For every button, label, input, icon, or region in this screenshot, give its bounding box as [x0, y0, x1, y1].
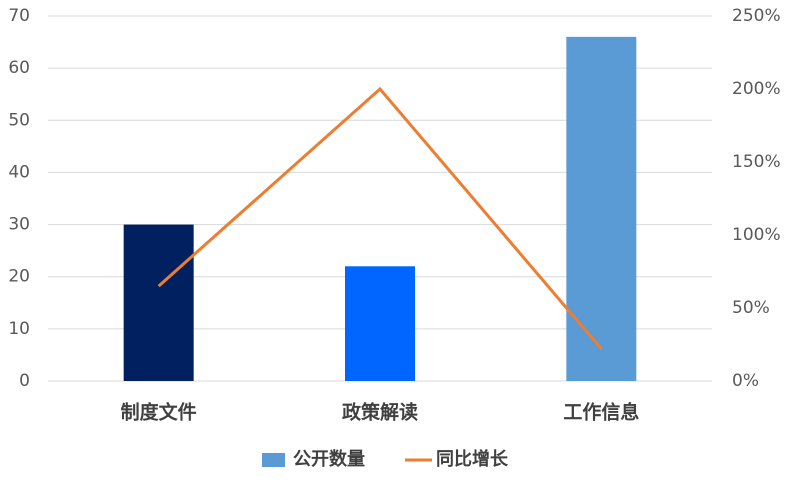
y-tick-label: 10 — [8, 319, 30, 339]
y-tick-label: 50 — [8, 110, 30, 130]
y-tick-label: 0 — [19, 371, 30, 391]
y2-tick-label: 50% — [732, 298, 770, 318]
x-tick-label: 工作信息 — [563, 401, 639, 424]
bar — [566, 36, 637, 381]
y-tick-label: 40 — [8, 162, 30, 182]
y-tick-label: 70 — [8, 6, 30, 26]
x-tick-label: 政策解读 — [342, 401, 418, 424]
legend-label: 同比增长 — [436, 448, 509, 470]
y2-tick-label: 100% — [732, 225, 781, 245]
line — [157, 86, 603, 350]
legend-label: 公开数量 — [293, 448, 365, 470]
y2-tick-label: 200% — [732, 79, 781, 99]
y-tick-label: 30 — [8, 215, 30, 235]
y2-tick-label: 250% — [732, 6, 781, 26]
bar — [345, 266, 415, 381]
y-tick-label: 20 — [8, 267, 30, 287]
y2-tick-label: 0% — [732, 371, 759, 391]
x-tick-label: 制度文件 — [121, 401, 197, 424]
legend-swatch — [262, 453, 285, 467]
y-tick-label: 60 — [8, 58, 30, 78]
bar — [123, 224, 194, 381]
y2-tick-label: 150% — [732, 152, 781, 172]
